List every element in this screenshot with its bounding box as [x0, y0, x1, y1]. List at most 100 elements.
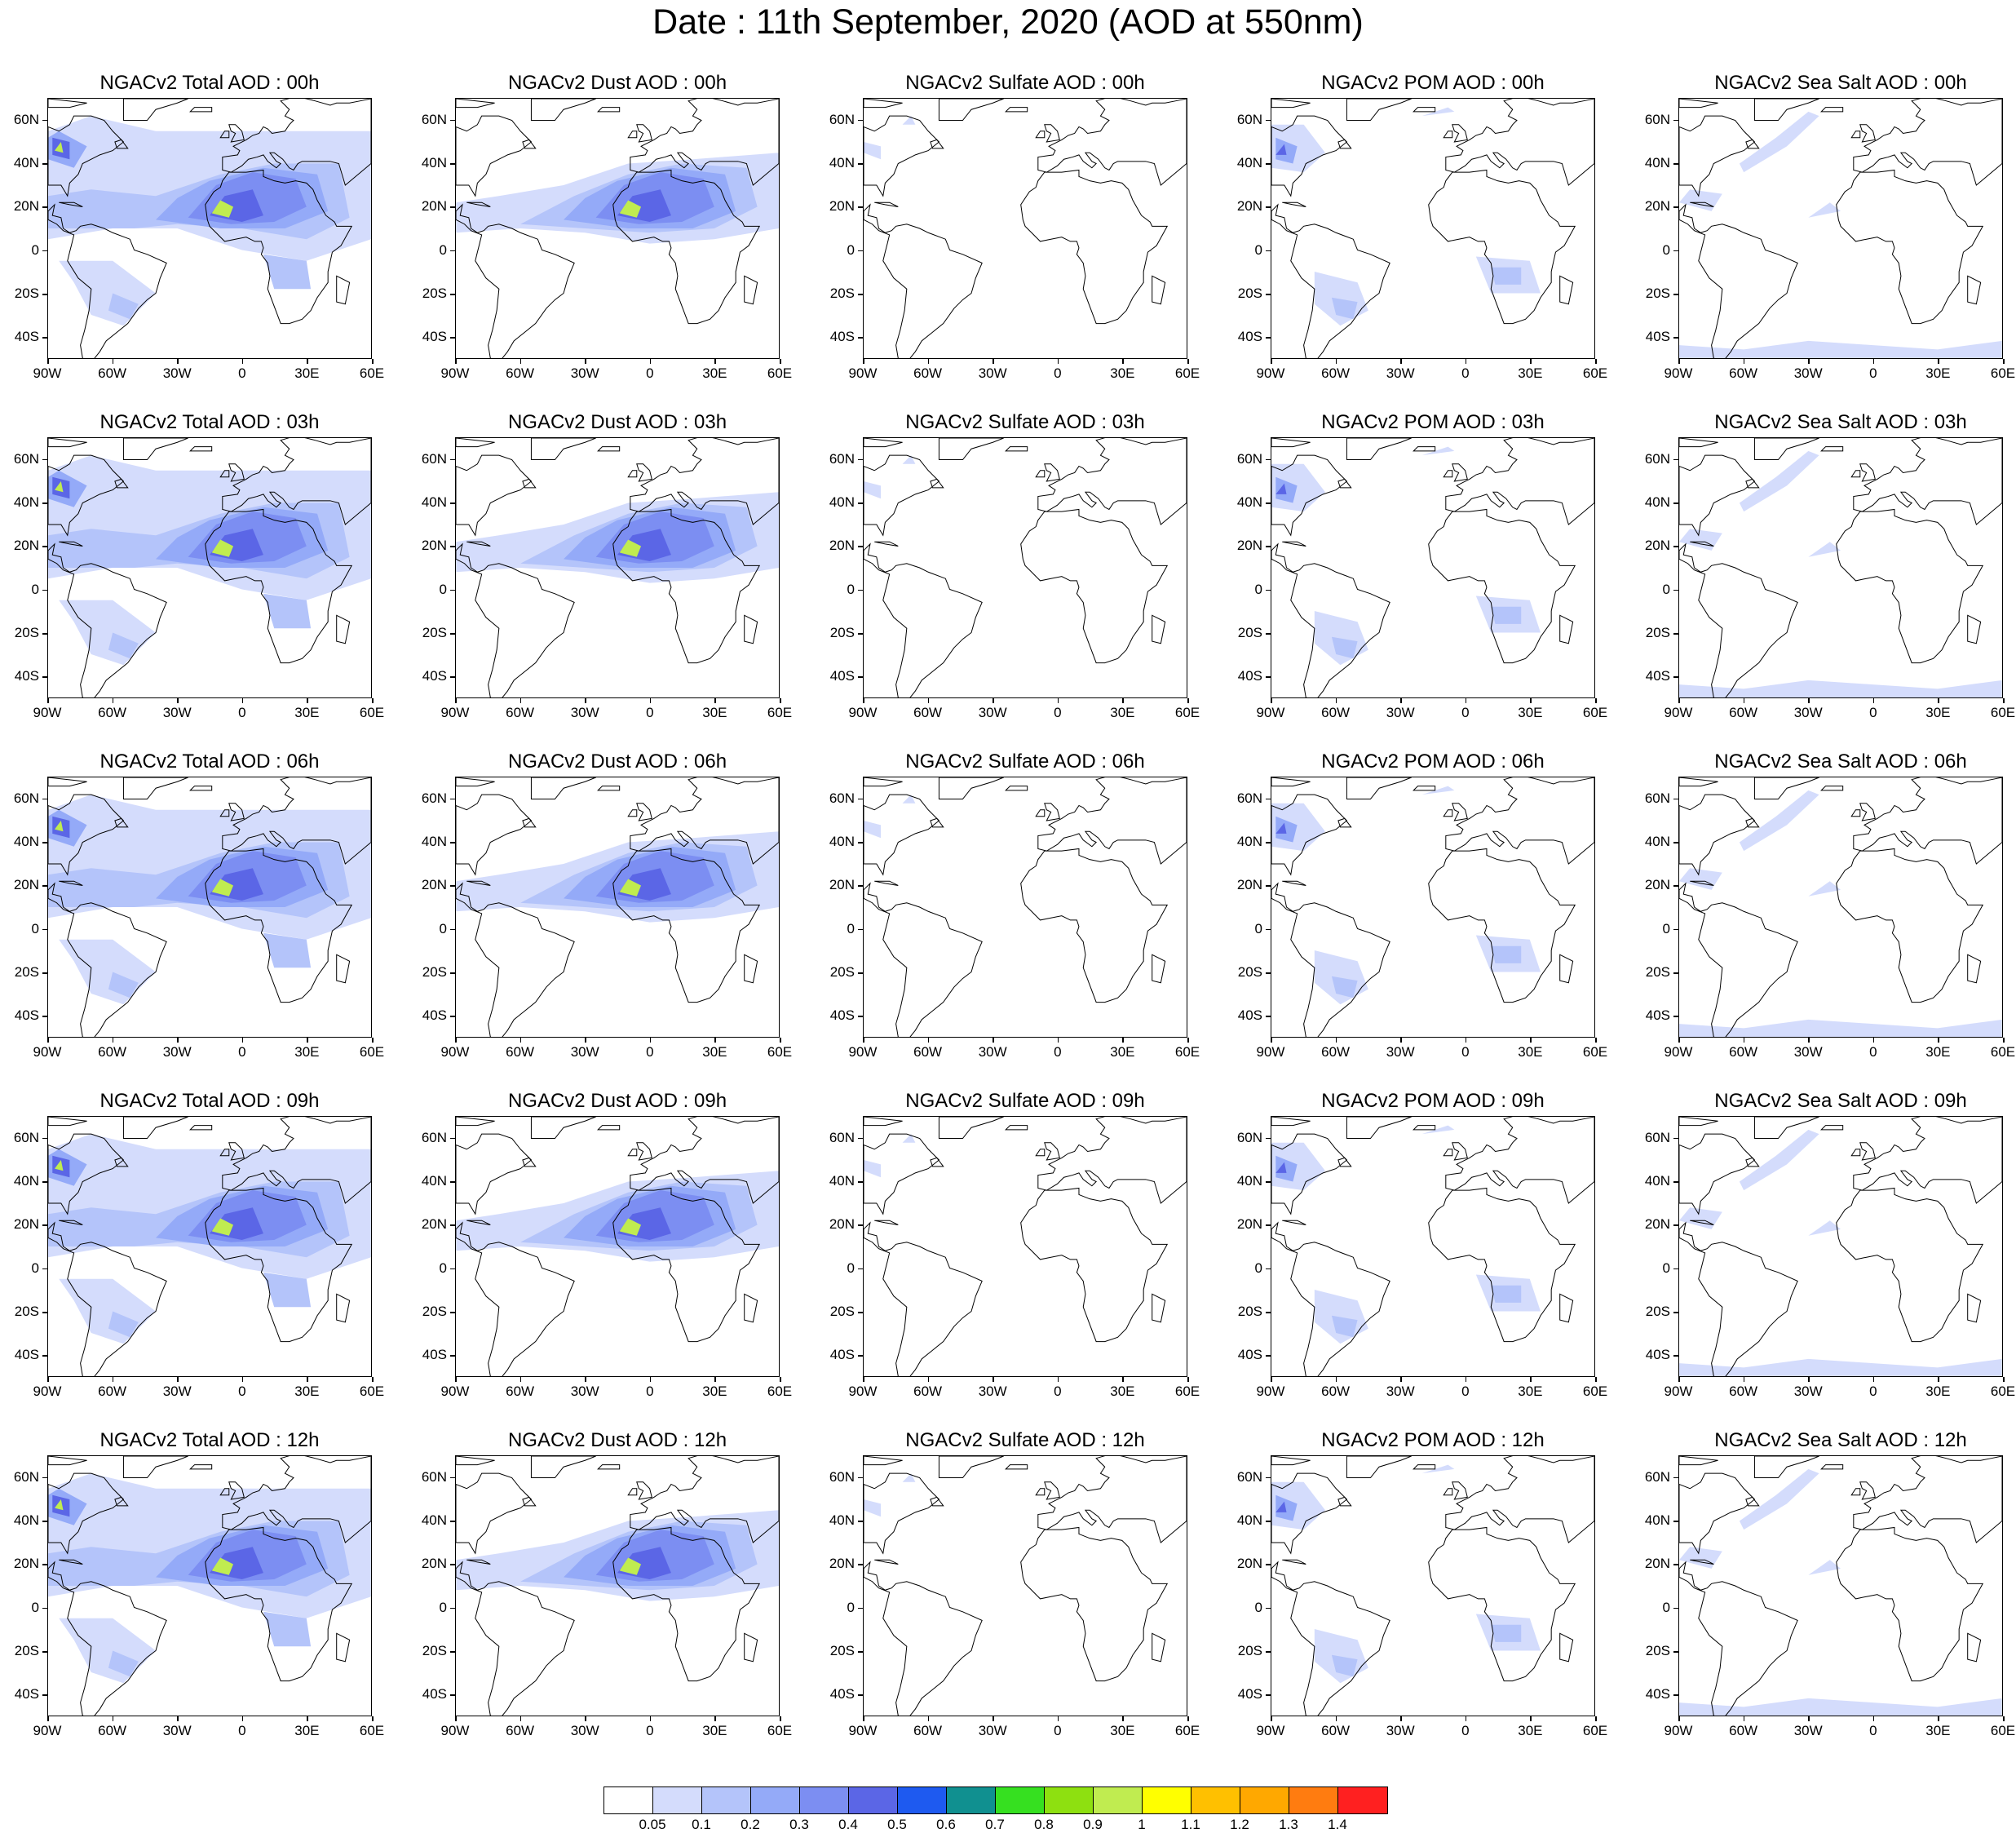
lat-tick-label: 60N: [829, 1129, 855, 1145]
lat-tick-label: 20N: [1236, 1216, 1262, 1233]
lon-tick: [47, 698, 49, 703]
coastline: [1443, 470, 1453, 478]
aod-contour: [108, 1650, 139, 1677]
lon-tick: [1465, 1038, 1467, 1043]
map-svg: [1271, 99, 1594, 358]
lon-tick: [1678, 1377, 1680, 1382]
lat-tick: [450, 163, 455, 165]
lon-tick-label: 90W: [1256, 1044, 1285, 1060]
coastline: [864, 882, 983, 1037]
coastline: [122, 438, 188, 461]
lon-tick-label: 30W: [1386, 1384, 1415, 1399]
lon-tick-label: 30W: [978, 1384, 1007, 1399]
lon-tick: [1335, 1716, 1337, 1721]
lat-tick: [1266, 928, 1271, 931]
lon-tick: [1872, 359, 1875, 364]
lat-tick-label: 40S: [14, 1686, 39, 1702]
map-panel: NGACv2 Total AOD : 06h 60N 40N 20N 0 20S 40S 90…: [0, 750, 385, 1077]
lat-tick: [450, 1137, 455, 1140]
coastline: [228, 124, 245, 143]
aod-contour: [902, 1134, 916, 1143]
colorbar-label: 0.3: [789, 1817, 809, 1832]
lat-tick-label: 0: [1254, 241, 1262, 258]
lat-tick: [1266, 119, 1271, 122]
lat-tick: [1673, 546, 1678, 547]
aod-contour: [1679, 680, 2002, 697]
lon-tick-label: 60E: [767, 365, 793, 381]
lon-tick-label: 0: [646, 365, 654, 381]
coastline: [466, 541, 491, 547]
coastline: [864, 1561, 983, 1716]
coastline: [612, 169, 761, 325]
lon-tick: [2003, 359, 2005, 364]
lat-tick-label: 20N: [13, 877, 39, 893]
coastline: [1282, 1220, 1306, 1225]
coastline: [1690, 541, 1714, 547]
lon-tick: [177, 698, 179, 703]
lat-tick-label: 20N: [13, 1556, 39, 1572]
lat-tick-label: 40S: [829, 1686, 855, 1702]
coastline: [1337, 1496, 1352, 1507]
colorbar-box: [702, 1787, 751, 1813]
lat-tick: [1673, 842, 1678, 843]
lat-tick-label: 40N: [1236, 155, 1262, 170]
lon-tick-label: 0: [1869, 1723, 1877, 1738]
coastline: [456, 882, 575, 1037]
panel-title: NGACv2 Dust AOD : 06h: [507, 750, 727, 773]
map-panel: NGACv2 Total AOD : 12h 60N 40N 20N 0 20S 40S 90…: [0, 1429, 385, 1756]
lat-tick: [450, 458, 455, 461]
panel-title: NGACv2 Total AOD : 03h: [99, 411, 320, 433]
panel-title: NGACv2 Total AOD : 00h: [99, 72, 320, 94]
lat-tick-label: 20S: [1645, 1304, 1670, 1319]
lat-tick-label: 40N: [13, 155, 39, 170]
lon-tick: [241, 359, 244, 364]
coastline: [1413, 1464, 1436, 1470]
map-panel: NGACv2 POM AOD : 00h 60N 40N 20N 0 20S 40S 90W 6…: [1223, 72, 1608, 398]
coastline: [864, 1456, 903, 1466]
coastline: [1037, 99, 1187, 186]
lat-tick: [1673, 1181, 1678, 1183]
aod-contour: [1275, 1494, 1298, 1521]
map-svg: [1271, 438, 1594, 697]
map-svg: [1679, 438, 2002, 697]
coastline: [466, 201, 491, 207]
lat-tick: [1673, 250, 1678, 252]
lon-tick: [112, 698, 114, 703]
lon-tick: [1595, 359, 1597, 364]
lon-tick: [519, 359, 522, 364]
coastline: [189, 107, 213, 113]
coastline: [1820, 786, 1844, 791]
aod-contour: [864, 141, 882, 160]
lat-tick: [42, 1607, 47, 1609]
coastline: [1271, 1117, 1311, 1127]
lon-tick: [1595, 1716, 1597, 1721]
lon-tick-label: 30W: [978, 365, 1007, 381]
lon-tick-label: 30W: [570, 1723, 599, 1738]
lat-tick-label: 0: [439, 581, 447, 597]
coastline: [336, 1632, 351, 1663]
lon-tick: [1335, 1377, 1337, 1382]
lat-tick: [858, 1224, 863, 1226]
coastline: [744, 954, 758, 984]
map-frame: [863, 777, 1187, 1038]
lat-tick: [450, 119, 455, 122]
lon-tick-label: 60W: [1321, 365, 1351, 381]
lon-tick-label: 90W: [440, 705, 470, 720]
coastline: [874, 201, 899, 207]
aod-contour: [1739, 450, 1819, 512]
lat-tick-label: 40N: [1236, 494, 1262, 510]
lat-tick-label: 20S: [14, 964, 39, 980]
lon-tick: [1530, 1038, 1532, 1043]
lon-tick-label: 90W: [440, 1044, 470, 1060]
lon-tick-label: 30W: [162, 705, 192, 720]
lat-tick: [1266, 546, 1271, 547]
coastline: [874, 880, 899, 886]
aod-contour: [263, 932, 312, 968]
lat-tick: [858, 1607, 863, 1609]
coastline: [1346, 777, 1412, 800]
lat-tick-label: 40S: [829, 668, 855, 684]
lat-tick-label: 60N: [1236, 450, 1262, 467]
lat-tick: [1266, 250, 1271, 252]
lat-tick: [42, 163, 47, 165]
lat-tick-label: 20N: [829, 1216, 855, 1233]
